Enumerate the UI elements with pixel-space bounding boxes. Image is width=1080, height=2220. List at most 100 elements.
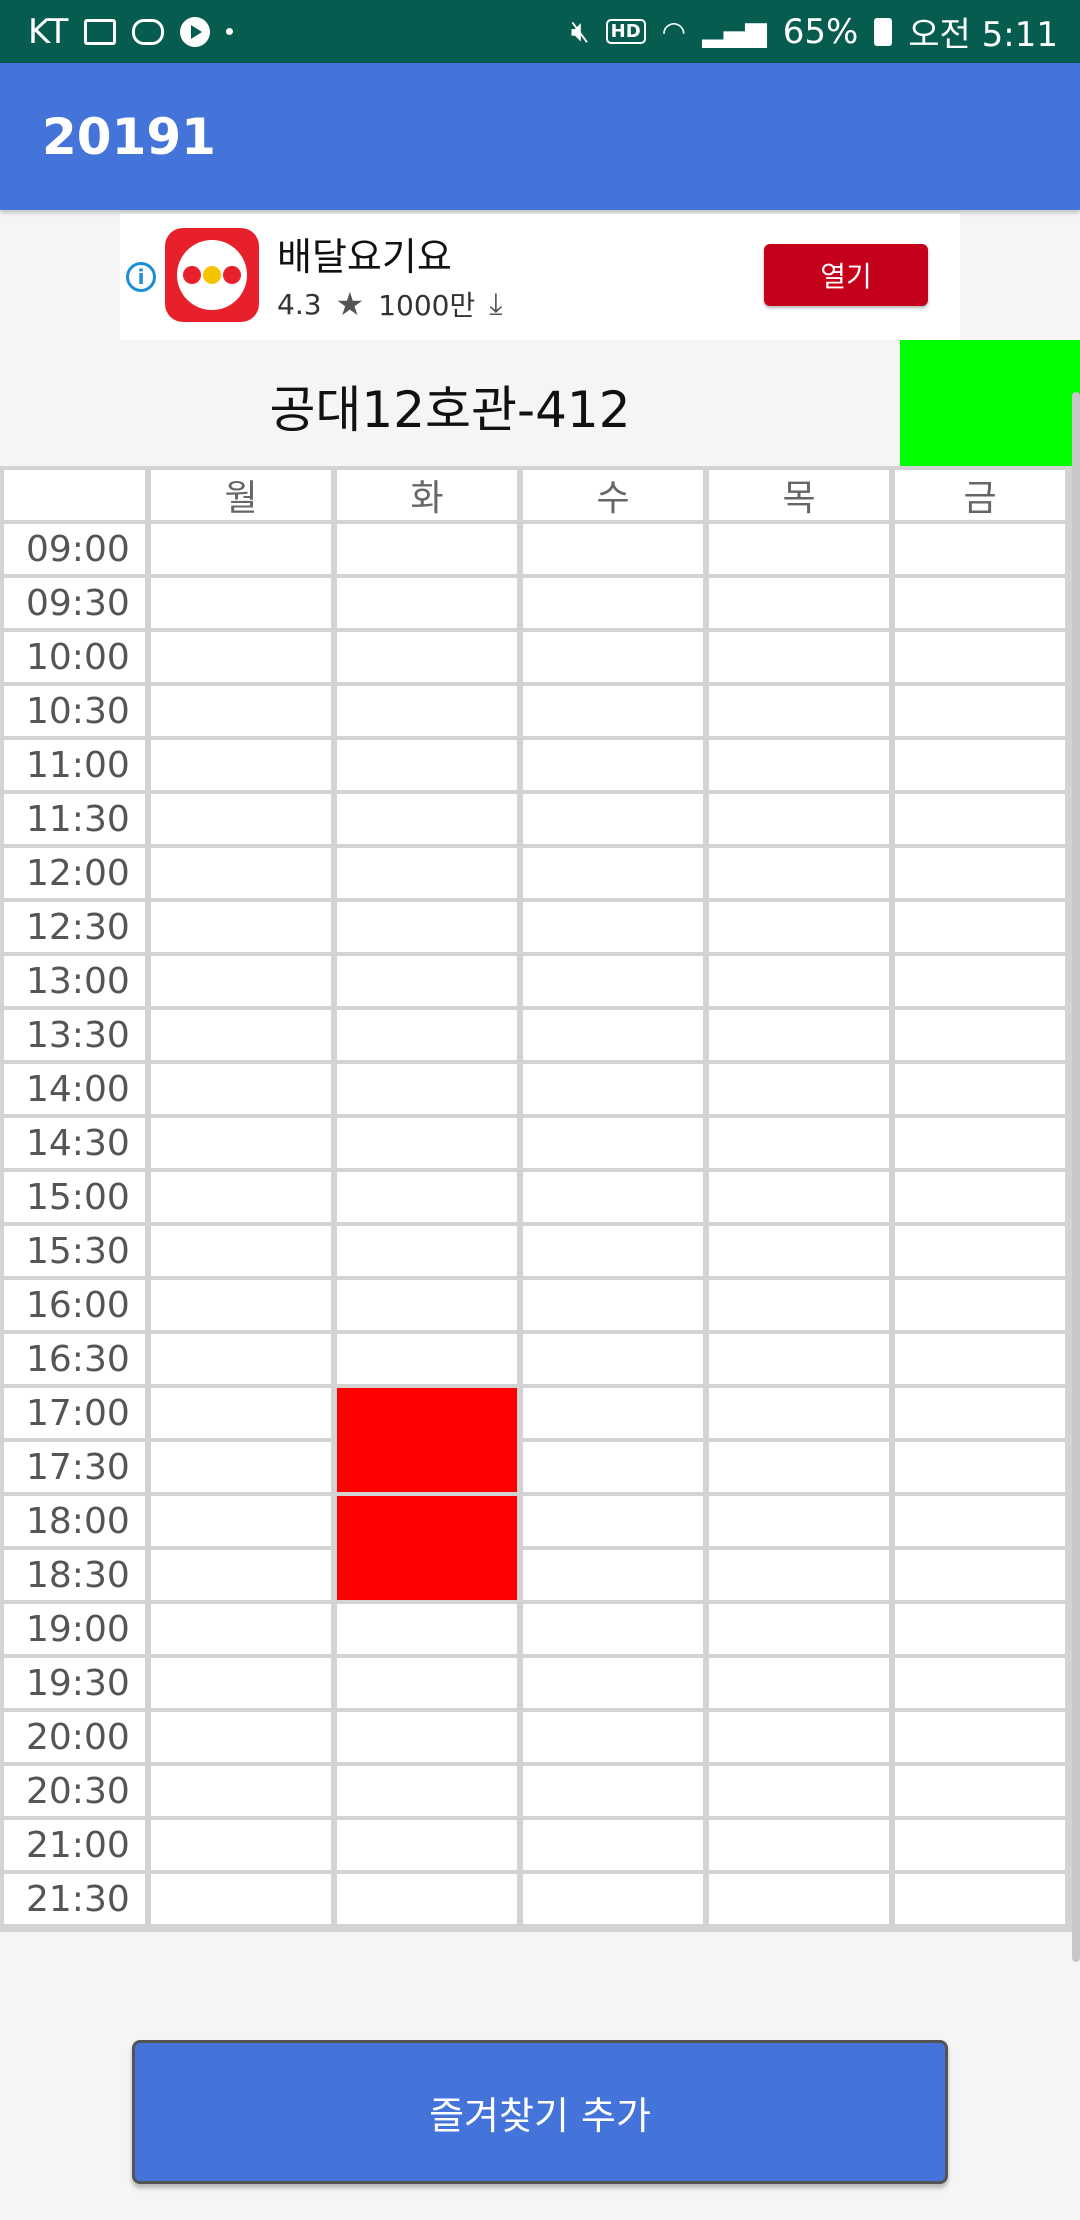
time-slot[interactable] <box>151 1064 331 1114</box>
time-slot[interactable] <box>151 902 331 952</box>
time-slot[interactable] <box>709 686 889 736</box>
time-slot[interactable] <box>337 1604 517 1654</box>
time-slot[interactable] <box>895 1064 1065 1114</box>
time-slot[interactable] <box>151 1604 331 1654</box>
time-slot[interactable] <box>151 1280 331 1330</box>
time-slot[interactable] <box>895 1658 1065 1708</box>
time-slot[interactable] <box>895 1442 1065 1492</box>
time-slot[interactable] <box>151 1226 331 1276</box>
time-slot[interactable] <box>337 1658 517 1708</box>
time-slot[interactable] <box>337 1334 517 1384</box>
time-slot[interactable] <box>895 1604 1065 1654</box>
time-slot[interactable] <box>523 1010 703 1060</box>
time-slot[interactable] <box>895 632 1065 682</box>
time-slot[interactable] <box>523 1280 703 1330</box>
occupied-slot[interactable] <box>337 1442 517 1492</box>
time-slot[interactable] <box>523 1172 703 1222</box>
time-slot[interactable] <box>337 632 517 682</box>
time-slot[interactable] <box>895 1118 1065 1168</box>
time-slot[interactable] <box>895 1226 1065 1276</box>
time-slot[interactable] <box>337 1226 517 1276</box>
ad-banner[interactable]: i 배달요기요 4.3 ★ 1000만 ⤓ 열기 <box>120 214 960 340</box>
time-slot[interactable] <box>151 1712 331 1762</box>
time-slot[interactable] <box>523 578 703 628</box>
time-slot[interactable] <box>895 1712 1065 1762</box>
time-slot[interactable] <box>337 794 517 844</box>
time-slot[interactable] <box>895 848 1065 898</box>
time-slot[interactable] <box>523 794 703 844</box>
occupied-slot[interactable] <box>337 1388 517 1442</box>
time-slot[interactable] <box>895 1874 1065 1924</box>
app-logo[interactable] <box>165 228 259 322</box>
time-slot[interactable] <box>337 1172 517 1222</box>
time-slot[interactable] <box>523 1874 703 1924</box>
time-slot[interactable] <box>523 1496 703 1546</box>
time-slot[interactable] <box>709 1874 889 1924</box>
time-slot[interactable] <box>709 1010 889 1060</box>
time-slot[interactable] <box>151 578 331 628</box>
time-slot[interactable] <box>709 1118 889 1168</box>
time-slot[interactable] <box>895 1820 1065 1870</box>
time-slot[interactable] <box>337 686 517 736</box>
time-slot[interactable] <box>709 524 889 574</box>
time-slot[interactable] <box>523 740 703 790</box>
add-favorite-button[interactable]: 즐겨찾기 추가 <box>132 2040 948 2184</box>
occupied-slot[interactable] <box>337 1550 517 1600</box>
time-slot[interactable] <box>151 794 331 844</box>
time-slot[interactable] <box>151 524 331 574</box>
time-slot[interactable] <box>337 1280 517 1330</box>
time-slot[interactable] <box>337 1712 517 1762</box>
time-slot[interactable] <box>523 1604 703 1654</box>
time-slot[interactable] <box>151 632 331 682</box>
time-slot[interactable] <box>709 1334 889 1384</box>
time-slot[interactable] <box>151 1010 331 1060</box>
time-slot[interactable] <box>895 1010 1065 1060</box>
time-slot[interactable] <box>523 686 703 736</box>
time-slot[interactable] <box>709 1226 889 1276</box>
time-slot[interactable] <box>709 1388 889 1438</box>
time-slot[interactable] <box>895 524 1065 574</box>
time-slot[interactable] <box>895 1550 1065 1600</box>
time-slot[interactable] <box>151 740 331 790</box>
time-slot[interactable] <box>709 1820 889 1870</box>
time-slot[interactable] <box>337 524 517 574</box>
time-slot[interactable] <box>337 848 517 898</box>
time-slot[interactable] <box>523 1226 703 1276</box>
time-slot[interactable] <box>337 578 517 628</box>
time-slot[interactable] <box>709 1442 889 1492</box>
time-slot[interactable] <box>709 1766 889 1816</box>
time-slot[interactable] <box>709 740 889 790</box>
time-slot[interactable] <box>709 848 889 898</box>
time-slot[interactable] <box>151 848 331 898</box>
time-slot[interactable] <box>337 1874 517 1924</box>
time-slot[interactable] <box>709 578 889 628</box>
time-slot[interactable] <box>523 1820 703 1870</box>
ad-open-button[interactable]: 열기 <box>764 244 928 306</box>
time-slot[interactable] <box>709 956 889 1006</box>
time-slot[interactable] <box>523 956 703 1006</box>
time-slot[interactable] <box>523 1118 703 1168</box>
time-slot[interactable] <box>895 1334 1065 1384</box>
ad-app-name[interactable]: 배달요기요 <box>277 235 452 279</box>
time-slot[interactable] <box>895 1496 1065 1546</box>
time-slot[interactable] <box>523 848 703 898</box>
time-slot[interactable] <box>337 1010 517 1060</box>
time-slot[interactable] <box>523 1064 703 1114</box>
time-slot[interactable] <box>151 956 331 1006</box>
time-slot[interactable] <box>523 1766 703 1816</box>
time-slot[interactable] <box>895 902 1065 952</box>
time-slot[interactable] <box>895 1280 1065 1330</box>
time-slot[interactable] <box>151 1658 331 1708</box>
time-slot[interactable] <box>523 1442 703 1492</box>
time-slot[interactable] <box>895 686 1065 736</box>
time-slot[interactable] <box>523 1658 703 1708</box>
time-slot[interactable] <box>709 902 889 952</box>
time-slot[interactable] <box>151 1766 331 1816</box>
time-slot[interactable] <box>523 902 703 952</box>
time-slot[interactable] <box>709 1280 889 1330</box>
occupied-slot[interactable] <box>337 1496 517 1550</box>
time-slot[interactable] <box>337 902 517 952</box>
time-slot[interactable] <box>337 1766 517 1816</box>
time-slot[interactable] <box>709 1712 889 1762</box>
time-slot[interactable] <box>709 1172 889 1222</box>
